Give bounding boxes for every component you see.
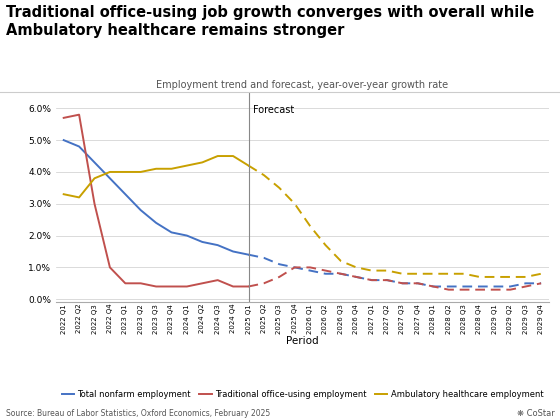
Text: Source: Bureau of Labor Statistics, Oxford Economics, February 2025: Source: Bureau of Labor Statistics, Oxfo…	[6, 409, 270, 418]
Text: ❋ CoStar: ❋ CoStar	[517, 409, 554, 418]
Text: Forecast: Forecast	[253, 105, 295, 115]
Text: Traditional office-using job growth converges with overall while
Ambulatory heal: Traditional office-using job growth conv…	[6, 5, 534, 38]
X-axis label: Period: Period	[286, 336, 319, 346]
Title: Employment trend and forecast, year-over-year growth rate: Employment trend and forecast, year-over…	[156, 80, 449, 90]
Legend: Total nonfarm employment, Traditional office-using employment, Ambulatory health: Total nonfarm employment, Traditional of…	[58, 386, 547, 402]
